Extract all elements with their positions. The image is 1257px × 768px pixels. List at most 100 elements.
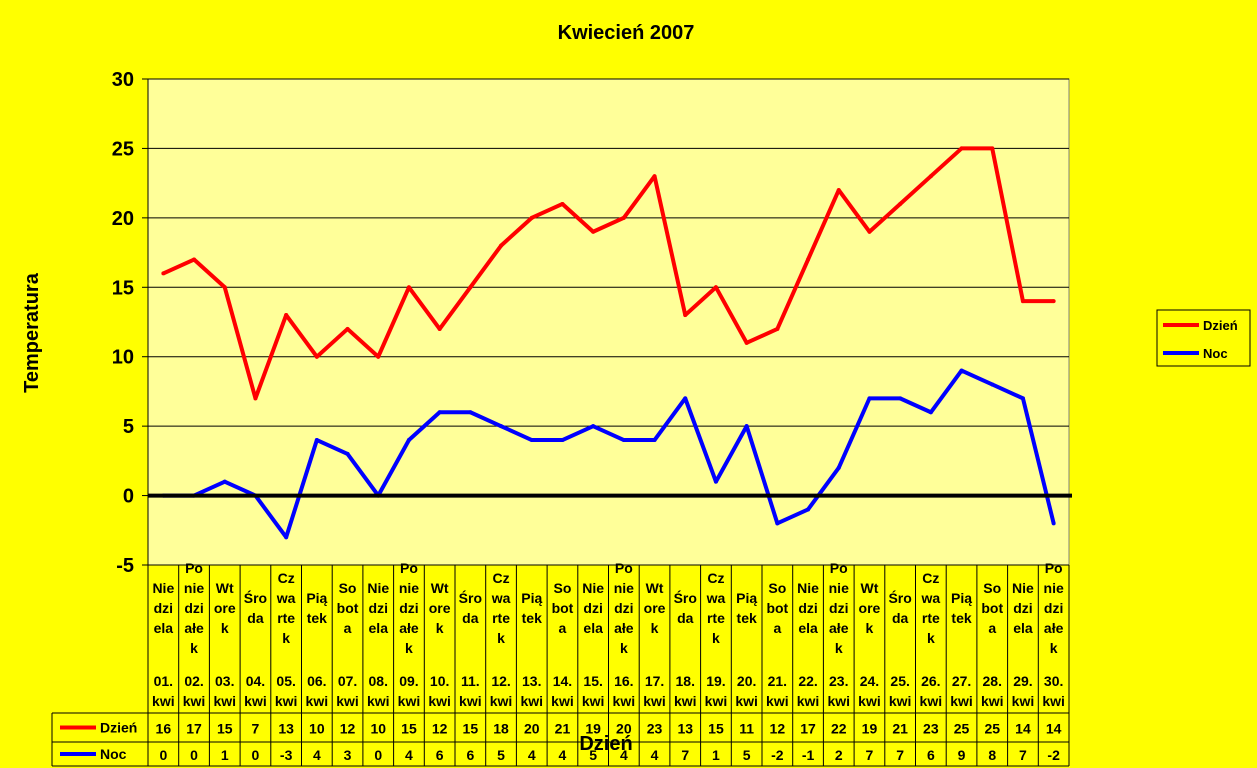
x-tick-label: Pią xyxy=(521,590,542,606)
plot-area xyxy=(147,78,1070,566)
table-value: 0 xyxy=(374,747,382,763)
table-value: 16 xyxy=(156,721,172,737)
x-tick-label: ałe xyxy=(1044,620,1064,636)
x-tick-label: 30. xyxy=(1044,673,1063,689)
x-tick-label: Cz xyxy=(278,570,295,586)
y-tick-label: 0 xyxy=(123,486,134,508)
table-value: 13 xyxy=(677,721,693,737)
table-value: 5 xyxy=(589,747,597,763)
x-tick-label: 16. xyxy=(614,673,633,689)
table-value: 1 xyxy=(221,747,229,763)
table-value: 3 xyxy=(344,747,352,763)
data-point xyxy=(222,479,227,484)
x-tick-label: kwi xyxy=(950,693,973,709)
table-value: -2 xyxy=(771,747,784,763)
x-tick-label: 04. xyxy=(246,673,265,689)
x-tick-label: Po xyxy=(400,560,418,576)
table-value: 23 xyxy=(923,721,939,737)
x-tick-label: Nie xyxy=(367,580,389,596)
x-tick-label: k xyxy=(1050,640,1058,656)
table-value: 0 xyxy=(252,747,260,763)
data-point xyxy=(1051,521,1056,526)
x-tick-label: So xyxy=(768,580,786,596)
x-tick-label: k xyxy=(712,630,720,646)
x-tick-label: Wt xyxy=(431,580,449,596)
x-tick-label: 23. xyxy=(829,673,848,689)
table-value: 17 xyxy=(186,721,202,737)
table-value: 17 xyxy=(800,721,816,737)
data-point xyxy=(990,146,995,151)
table-value: 13 xyxy=(278,721,294,737)
x-tick-label: 21. xyxy=(768,673,787,689)
x-tick-label: ore xyxy=(429,600,451,616)
x-tick-label: dzi xyxy=(369,600,388,616)
table-value: 25 xyxy=(954,721,970,737)
x-tick-label: 12. xyxy=(491,673,510,689)
table-value: 6 xyxy=(927,747,935,763)
x-tick-label: dzi xyxy=(1044,600,1063,616)
x-tick-label: kwi xyxy=(275,693,298,709)
x-tick-label: tek xyxy=(737,610,757,626)
x-axis-title: Dzień xyxy=(579,733,632,755)
series-line-noc xyxy=(163,368,1056,540)
data-point xyxy=(713,479,718,484)
x-tick-label: rte xyxy=(922,610,940,626)
x-tick-label: bot xyxy=(981,600,1003,616)
data-point xyxy=(222,285,227,290)
x-tick-label: kwi xyxy=(827,693,850,709)
x-tick-label: kwi xyxy=(551,693,574,709)
data-point xyxy=(713,285,718,290)
x-tick-label: Pią xyxy=(306,590,327,606)
table-value: 15 xyxy=(217,721,233,737)
table-value: 4 xyxy=(313,747,321,763)
table-value: 22 xyxy=(831,721,847,737)
x-tick-label: 01. xyxy=(154,673,173,689)
data-point xyxy=(468,410,473,415)
table-value: 18 xyxy=(493,721,509,737)
x-tick-label: tek xyxy=(951,610,971,626)
x-tick-label: So xyxy=(983,580,1001,596)
x-tick-label: 06. xyxy=(307,673,326,689)
x-tick-label: nie xyxy=(829,580,849,596)
x-tick-label: Pią xyxy=(951,590,972,606)
x-tick-label: Nie xyxy=(152,580,174,596)
x-tick-label: kwi xyxy=(398,693,421,709)
data-point xyxy=(284,535,289,540)
data-point xyxy=(560,201,565,206)
data-point xyxy=(376,354,381,359)
x-tick-label: 27. xyxy=(952,673,971,689)
x-tick-label: ela xyxy=(1013,620,1033,636)
table-value: 15 xyxy=(708,721,724,737)
data-point xyxy=(1020,299,1025,304)
x-tick-label: kwi xyxy=(920,693,943,709)
data-point xyxy=(437,410,442,415)
x-tick-label: a xyxy=(344,620,352,636)
x-tick-label: bot xyxy=(337,600,359,616)
x-tick-label: kwi xyxy=(1012,693,1035,709)
x-tick-label: wa xyxy=(491,590,511,606)
table-value: 14 xyxy=(1015,721,1031,737)
x-tick-label: ałe xyxy=(614,620,634,636)
x-tick-label: bot xyxy=(766,600,788,616)
table-value: 10 xyxy=(309,721,325,737)
x-tick-label: 07. xyxy=(338,673,357,689)
data-point xyxy=(806,257,811,262)
data-point xyxy=(775,326,780,331)
data-point xyxy=(591,424,596,429)
table-value: 7 xyxy=(1019,747,1027,763)
table-value: 15 xyxy=(463,721,479,737)
series-lines xyxy=(148,146,1072,540)
x-tick-label: 08. xyxy=(369,673,388,689)
x-tick-label: kwi xyxy=(613,693,636,709)
x-tick-label: dzi xyxy=(829,600,848,616)
data-point xyxy=(468,285,473,290)
series-line-dzien xyxy=(162,146,1054,401)
x-tick-label: dzi xyxy=(184,600,203,616)
x-tick-label: dzi xyxy=(154,600,173,616)
x-tick-label: k xyxy=(651,620,659,636)
grid-lines xyxy=(142,78,1069,566)
table-value: 21 xyxy=(892,721,908,737)
table-value: 6 xyxy=(466,747,474,763)
x-tick-label: k xyxy=(282,630,290,646)
table-value: 14 xyxy=(1046,721,1062,737)
